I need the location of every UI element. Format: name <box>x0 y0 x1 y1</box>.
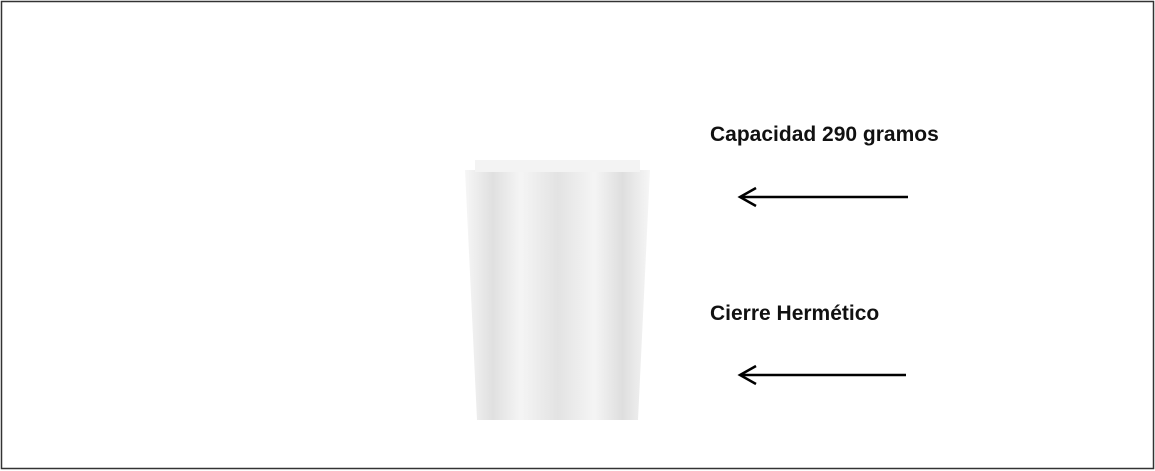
product-top <box>475 160 640 172</box>
label-closure: Cierre Hermético <box>710 302 879 325</box>
arrow <box>737 364 906 386</box>
arrow <box>737 186 908 208</box>
product-image <box>465 170 650 420</box>
label-capacity: Capacidad 290 gramos <box>710 123 939 146</box>
